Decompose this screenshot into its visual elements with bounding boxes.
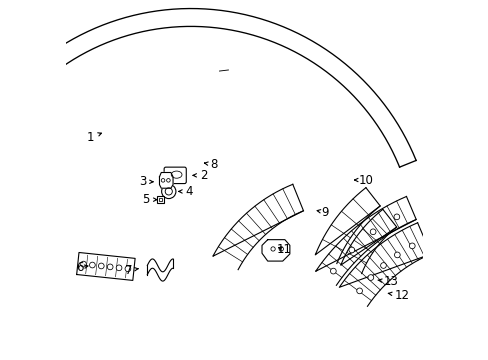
Text: 13: 13 xyxy=(377,275,398,288)
Circle shape xyxy=(270,247,275,251)
Text: 3: 3 xyxy=(139,175,153,188)
Text: 10: 10 xyxy=(354,174,373,186)
Circle shape xyxy=(348,247,354,253)
Bar xyxy=(159,198,162,202)
Circle shape xyxy=(125,266,130,272)
Text: 12: 12 xyxy=(387,288,408,302)
Circle shape xyxy=(161,179,164,182)
Text: 5: 5 xyxy=(142,193,157,206)
Text: 2: 2 xyxy=(193,169,207,182)
Circle shape xyxy=(408,243,414,249)
Circle shape xyxy=(107,264,113,270)
Bar xyxy=(157,196,164,203)
Polygon shape xyxy=(212,184,303,270)
Polygon shape xyxy=(0,9,415,167)
Circle shape xyxy=(98,263,104,269)
Polygon shape xyxy=(77,252,135,280)
Circle shape xyxy=(166,179,170,182)
Ellipse shape xyxy=(171,171,182,178)
Circle shape xyxy=(116,265,122,271)
Circle shape xyxy=(330,268,336,274)
Circle shape xyxy=(356,288,362,294)
Circle shape xyxy=(367,275,373,280)
Circle shape xyxy=(393,214,399,220)
Polygon shape xyxy=(315,188,380,264)
Text: 9: 9 xyxy=(317,206,328,219)
Circle shape xyxy=(81,261,86,267)
Polygon shape xyxy=(315,197,415,285)
Text: 11: 11 xyxy=(276,243,291,256)
Polygon shape xyxy=(262,240,289,261)
Text: 8: 8 xyxy=(204,158,217,171)
Polygon shape xyxy=(339,223,430,306)
Circle shape xyxy=(279,247,283,251)
Circle shape xyxy=(394,252,399,258)
Polygon shape xyxy=(340,209,396,274)
Circle shape xyxy=(165,188,172,195)
Circle shape xyxy=(369,229,375,235)
Text: 1: 1 xyxy=(87,131,101,144)
Circle shape xyxy=(162,184,176,199)
Text: 4: 4 xyxy=(179,185,192,198)
Text: 7: 7 xyxy=(124,264,138,276)
Polygon shape xyxy=(159,172,173,188)
Text: 6: 6 xyxy=(76,261,88,274)
Circle shape xyxy=(380,263,386,268)
Circle shape xyxy=(89,262,95,268)
FancyBboxPatch shape xyxy=(164,167,186,184)
